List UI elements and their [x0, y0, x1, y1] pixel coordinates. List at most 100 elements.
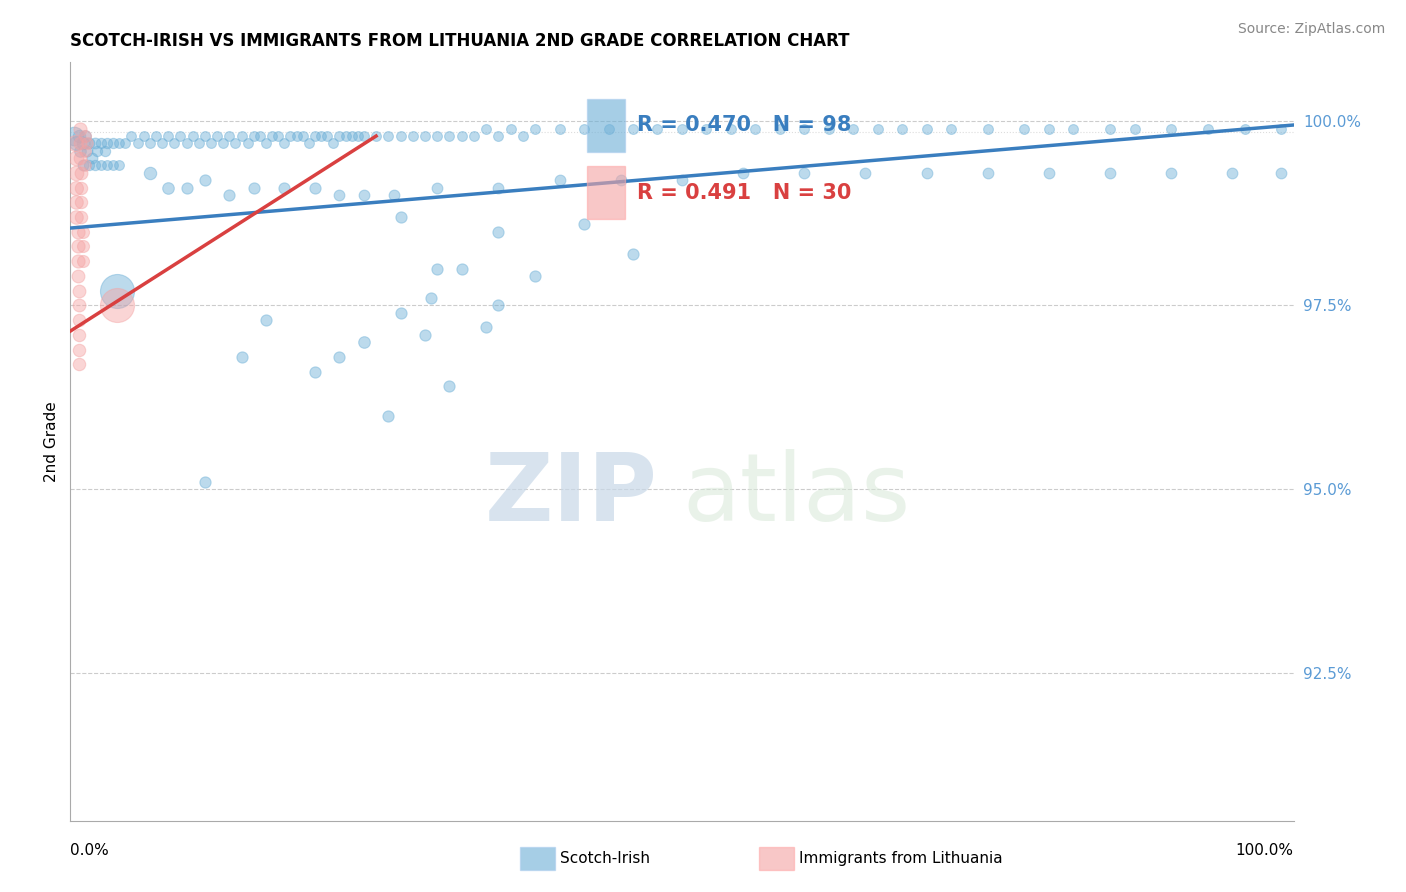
Point — [176, 180, 198, 194]
Point — [194, 173, 217, 187]
Point — [70, 166, 93, 180]
Point — [76, 136, 98, 151]
Point — [63, 129, 86, 144]
Point — [340, 129, 363, 144]
Point — [524, 268, 547, 283]
Point — [1099, 121, 1122, 136]
Point — [67, 357, 90, 371]
Point — [769, 121, 792, 136]
Point — [67, 284, 90, 298]
Point — [254, 136, 277, 151]
Text: ZIP: ZIP — [485, 449, 658, 541]
Point — [176, 136, 198, 151]
Point — [328, 350, 350, 364]
Point — [65, 151, 87, 165]
Point — [194, 129, 217, 144]
Point — [499, 121, 522, 136]
Point — [82, 151, 104, 165]
Point — [145, 129, 167, 144]
Point — [744, 121, 766, 136]
Point — [598, 121, 620, 136]
Point — [65, 166, 87, 180]
Point — [72, 254, 94, 268]
Point — [69, 121, 91, 136]
Point — [891, 121, 914, 136]
Point — [169, 129, 191, 144]
Point — [83, 159, 105, 173]
Point — [450, 129, 472, 144]
Point — [1270, 166, 1292, 180]
Point — [1038, 121, 1060, 136]
Point — [384, 188, 406, 202]
Point — [70, 195, 93, 210]
Point — [139, 136, 162, 151]
Point — [413, 327, 436, 342]
Point — [377, 129, 399, 144]
Point — [695, 121, 717, 136]
Point — [76, 144, 98, 158]
Point — [976, 121, 998, 136]
Point — [93, 144, 115, 158]
Point — [70, 210, 93, 224]
Point — [548, 121, 571, 136]
Point — [67, 343, 90, 357]
Point — [524, 121, 547, 136]
Point — [105, 284, 128, 298]
Point — [90, 159, 112, 173]
Point — [67, 327, 90, 342]
Point — [163, 136, 186, 151]
Point — [439, 129, 461, 144]
Point — [328, 188, 350, 202]
Point — [420, 291, 443, 305]
Point — [298, 136, 321, 151]
Point — [70, 180, 93, 194]
Point — [67, 313, 90, 327]
Point — [72, 239, 94, 253]
Point — [66, 225, 89, 239]
Point — [389, 306, 412, 320]
Point — [72, 136, 94, 151]
Point — [413, 129, 436, 144]
Point — [1123, 121, 1146, 136]
Point — [866, 121, 889, 136]
Point — [139, 166, 162, 180]
Point — [150, 136, 173, 151]
Point — [132, 129, 155, 144]
Point — [127, 136, 149, 151]
Point — [73, 129, 96, 144]
Point — [488, 225, 510, 239]
Point — [194, 475, 217, 489]
Point — [65, 136, 87, 151]
Point — [65, 210, 87, 224]
Point — [915, 121, 938, 136]
Point — [353, 335, 375, 350]
Point — [353, 129, 375, 144]
Point — [610, 173, 633, 187]
Point — [426, 180, 449, 194]
Point — [108, 159, 131, 173]
Point — [200, 136, 222, 151]
Point — [181, 129, 204, 144]
Point — [69, 144, 91, 158]
Point — [285, 129, 308, 144]
Point — [205, 129, 228, 144]
Point — [976, 166, 998, 180]
Point — [309, 129, 332, 144]
Point — [73, 159, 96, 173]
Point — [328, 129, 350, 144]
Point — [243, 129, 266, 144]
Point — [83, 136, 105, 151]
Point — [291, 129, 314, 144]
Point — [439, 379, 461, 393]
Point — [389, 129, 412, 144]
Point — [855, 166, 877, 180]
Point — [66, 239, 89, 253]
Point — [450, 261, 472, 276]
Point — [101, 136, 124, 151]
Point — [86, 144, 108, 158]
Text: atlas: atlas — [682, 449, 910, 541]
Point — [72, 159, 94, 173]
Point — [157, 129, 180, 144]
Point — [77, 159, 100, 173]
Point — [273, 180, 295, 194]
